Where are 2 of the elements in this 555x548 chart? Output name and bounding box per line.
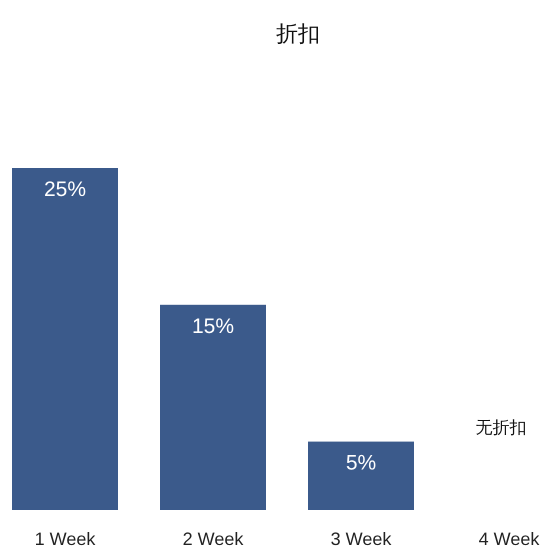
title: 折扣 — [276, 21, 320, 46]
annotation: 无折扣 — [476, 418, 526, 437]
